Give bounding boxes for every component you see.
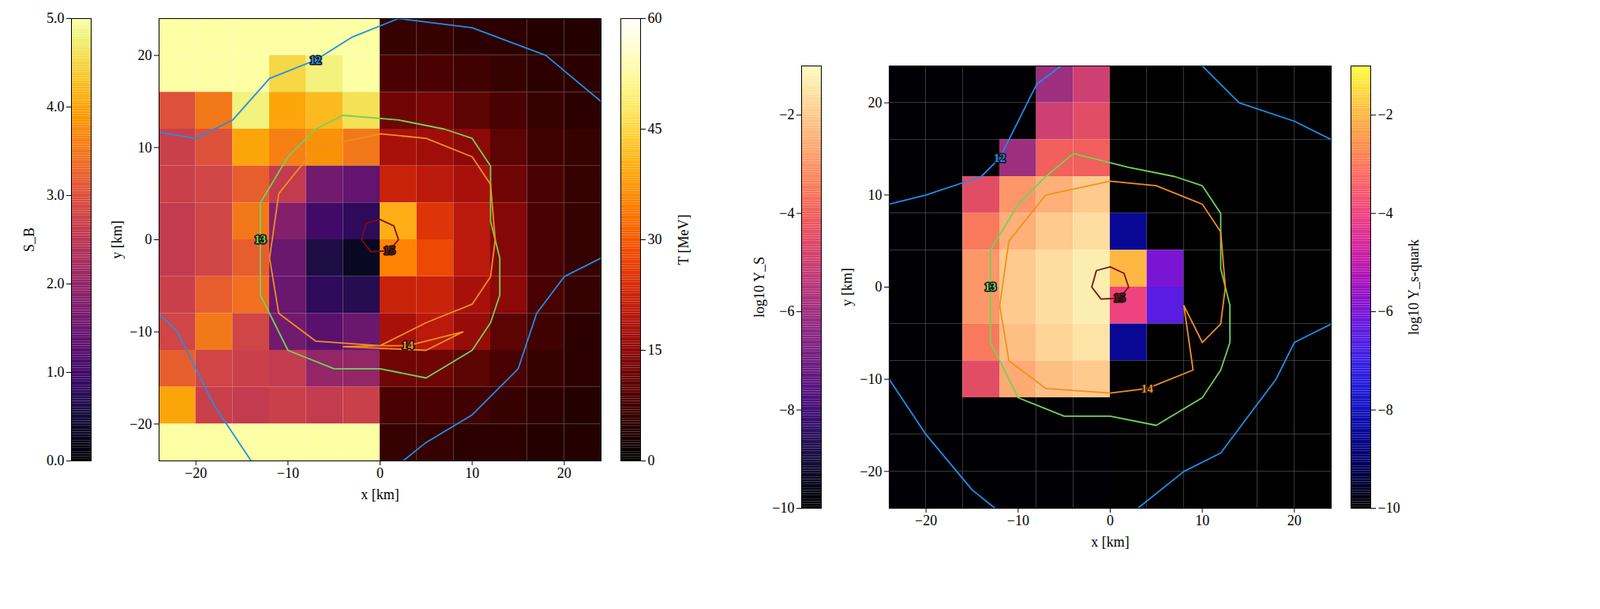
- svg-text:x [km]: x [km]: [360, 486, 400, 503]
- svg-text:5.0: 5.0: [46, 10, 65, 27]
- svg-text:−10: −10: [771, 499, 795, 516]
- svg-text:30: 30: [648, 231, 663, 248]
- svg-text:−10: −10: [1007, 512, 1030, 529]
- svg-text:12: 12: [993, 151, 1006, 165]
- svg-text:−10: −10: [277, 464, 300, 481]
- svg-text:−10: −10: [859, 370, 882, 387]
- svg-text:10: 10: [1195, 512, 1210, 529]
- svg-text:−20: −20: [184, 464, 207, 481]
- svg-text:−8: −8: [1378, 401, 1394, 418]
- svg-text:45: 45: [648, 120, 663, 137]
- svg-text:0: 0: [1106, 512, 1114, 529]
- svg-text:10: 10: [138, 139, 153, 156]
- svg-text:−4: −4: [1378, 205, 1394, 222]
- svg-text:S_B: S_B: [21, 227, 38, 252]
- svg-text:20: 20: [557, 464, 572, 481]
- svg-text:20: 20: [1287, 512, 1302, 529]
- svg-text:13: 13: [984, 280, 997, 293]
- svg-text:y [km]: y [km]: [839, 267, 855, 307]
- svg-text:3.0: 3.0: [46, 187, 65, 203]
- svg-text:−6: −6: [779, 303, 795, 319]
- svg-text:−20: −20: [914, 512, 937, 529]
- svg-text:log10 Y_S: log10 Y_S: [751, 256, 768, 318]
- svg-text:15: 15: [648, 341, 663, 358]
- svg-text:12: 12: [309, 53, 322, 67]
- svg-text:−4: −4: [779, 205, 795, 222]
- svg-text:−6: −6: [1378, 303, 1394, 319]
- svg-text:20: 20: [138, 47, 153, 64]
- svg-text:13: 13: [254, 232, 267, 246]
- svg-text:−20: −20: [859, 463, 882, 480]
- svg-text:60: 60: [648, 10, 663, 27]
- svg-text:15: 15: [1113, 291, 1126, 304]
- svg-text:10: 10: [868, 187, 883, 203]
- svg-text:14: 14: [1141, 382, 1155, 395]
- svg-text:20: 20: [868, 94, 883, 111]
- svg-text:−8: −8: [779, 401, 795, 418]
- svg-text:15: 15: [383, 243, 396, 257]
- svg-text:−20: −20: [129, 415, 152, 432]
- svg-text:x [km]: x [km]: [1090, 533, 1130, 550]
- svg-text:0: 0: [376, 464, 384, 481]
- svg-text:10: 10: [464, 464, 480, 481]
- svg-text:1.0: 1.0: [46, 363, 65, 380]
- svg-text:0.0: 0.0: [46, 452, 65, 469]
- svg-text:−10: −10: [129, 323, 152, 340]
- svg-text:0: 0: [145, 231, 153, 248]
- svg-text:4.0: 4.0: [46, 98, 65, 115]
- svg-text:log10 Y_s-quark: log10 Y_s-quark: [1405, 239, 1422, 335]
- svg-text:y [km]: y [km]: [108, 220, 125, 259]
- svg-text:14: 14: [401, 338, 415, 352]
- svg-text:0: 0: [875, 278, 883, 295]
- svg-text:T [MeV]: T [MeV]: [675, 213, 692, 265]
- svg-text:−2: −2: [1378, 106, 1394, 123]
- svg-text:−10: −10: [1378, 499, 1401, 516]
- svg-text:−2: −2: [779, 106, 795, 123]
- svg-text:2.0: 2.0: [46, 275, 65, 292]
- svg-text:0: 0: [648, 452, 656, 469]
